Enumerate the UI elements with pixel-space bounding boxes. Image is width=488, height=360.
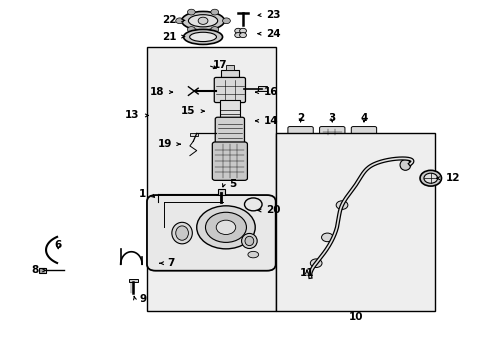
Circle shape xyxy=(216,220,235,234)
Circle shape xyxy=(222,18,230,24)
Circle shape xyxy=(210,9,218,15)
Text: 1: 1 xyxy=(139,189,146,199)
Ellipse shape xyxy=(175,226,188,240)
Text: 15: 15 xyxy=(181,106,195,116)
FancyBboxPatch shape xyxy=(350,127,376,137)
FancyBboxPatch shape xyxy=(212,142,247,180)
Text: 8: 8 xyxy=(31,265,39,275)
Text: 9: 9 xyxy=(140,294,146,304)
Ellipse shape xyxy=(247,251,258,258)
Text: 17: 17 xyxy=(212,60,227,70)
Text: 21: 21 xyxy=(162,32,176,41)
Text: 14: 14 xyxy=(264,116,278,126)
Circle shape xyxy=(335,201,347,210)
Circle shape xyxy=(205,212,246,242)
Ellipse shape xyxy=(189,32,216,41)
Text: 6: 6 xyxy=(55,239,61,249)
Bar xyxy=(258,86,266,91)
Text: 12: 12 xyxy=(445,173,459,183)
Text: 20: 20 xyxy=(266,206,281,216)
Circle shape xyxy=(423,173,437,183)
Circle shape xyxy=(187,27,195,32)
FancyBboxPatch shape xyxy=(319,127,344,137)
Circle shape xyxy=(175,18,183,24)
Circle shape xyxy=(419,170,441,186)
Text: 19: 19 xyxy=(158,139,172,149)
Bar xyxy=(39,267,45,273)
FancyBboxPatch shape xyxy=(287,127,313,137)
Text: 16: 16 xyxy=(264,87,278,97)
Circle shape xyxy=(321,233,332,242)
Text: 23: 23 xyxy=(266,10,281,20)
Bar xyxy=(189,133,197,136)
Text: 22: 22 xyxy=(162,15,176,26)
Ellipse shape xyxy=(188,15,217,27)
Ellipse shape xyxy=(183,30,222,44)
Circle shape xyxy=(239,28,246,33)
Circle shape xyxy=(198,17,207,24)
Circle shape xyxy=(234,33,241,38)
Circle shape xyxy=(187,9,195,15)
Ellipse shape xyxy=(399,159,410,170)
Text: 4: 4 xyxy=(360,113,367,123)
Bar xyxy=(225,65,233,69)
Text: 11: 11 xyxy=(299,268,313,278)
Text: 18: 18 xyxy=(149,87,163,97)
Text: 13: 13 xyxy=(125,111,140,121)
Text: 2: 2 xyxy=(296,113,304,123)
Bar xyxy=(129,279,138,282)
FancyBboxPatch shape xyxy=(147,195,275,271)
Bar xyxy=(220,100,239,119)
Text: 24: 24 xyxy=(266,29,281,39)
Circle shape xyxy=(310,259,322,267)
Ellipse shape xyxy=(181,12,224,30)
Bar xyxy=(147,47,276,311)
Bar xyxy=(221,69,238,80)
Text: 3: 3 xyxy=(328,113,335,123)
FancyBboxPatch shape xyxy=(214,77,245,103)
Text: 5: 5 xyxy=(228,179,236,189)
Bar xyxy=(217,189,224,195)
Circle shape xyxy=(239,33,246,38)
Ellipse shape xyxy=(171,222,192,244)
Circle shape xyxy=(196,206,255,249)
Bar xyxy=(276,134,434,311)
Text: 7: 7 xyxy=(167,258,175,268)
Ellipse shape xyxy=(244,236,253,246)
Ellipse shape xyxy=(241,233,257,248)
FancyBboxPatch shape xyxy=(215,117,244,144)
Text: 10: 10 xyxy=(348,312,362,322)
Circle shape xyxy=(234,28,241,33)
Circle shape xyxy=(210,27,218,32)
